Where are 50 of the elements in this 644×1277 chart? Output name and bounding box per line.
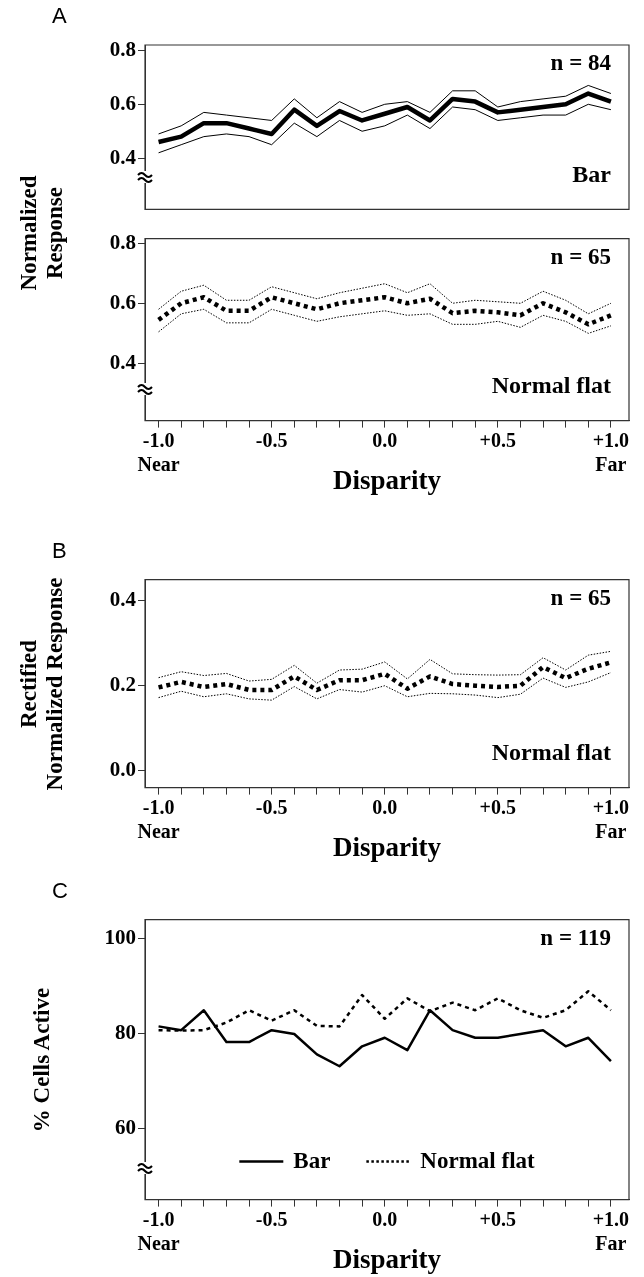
annotation: n = 65 — [550, 244, 611, 270]
line-series — [158, 283, 612, 315]
y-tick-label: 60 — [115, 1114, 136, 1139]
x-tick-label: +0.5 — [479, 1207, 517, 1230]
x-tick-label: +1.0 Far — [592, 1207, 630, 1254]
line-series — [156, 295, 614, 327]
y-axis-title: Normalized Response — [14, 174, 68, 293]
text: Normal flat — [491, 738, 612, 765]
text: C — [52, 877, 68, 903]
x-tick-label: -0.5 — [255, 795, 288, 818]
y-tick-label: 0.2 — [109, 672, 136, 697]
text: A — [52, 3, 67, 28]
x-tick-label: -0.5 — [255, 1207, 288, 1230]
y-axis-title: % Cells Active — [27, 986, 55, 1134]
x-tick-label: +1.0 Far — [592, 428, 630, 475]
line-series — [158, 308, 612, 334]
y-tick-label: 0.8 — [109, 229, 136, 254]
x-tick-label: +0.5 — [479, 428, 517, 451]
y-tick-label: 100 — [104, 925, 136, 949]
annotation: n = 119 — [540, 925, 611, 951]
x-tick-label: 0.0 — [372, 795, 398, 818]
x-tick-label: -0.5 — [255, 428, 288, 451]
x-tick-label: +1.0 Far — [592, 795, 630, 842]
y-tick-label: 0.4 — [109, 349, 137, 374]
x-tick-label: -1.0 Near — [137, 1207, 180, 1254]
text: Normal flat — [491, 371, 612, 398]
x-tick-label: 0.0 — [372, 428, 398, 451]
annotation: n = 84 — [550, 50, 612, 76]
legend-label: Normal flat — [420, 1147, 536, 1173]
x-tick-label: -1.0 Near — [137, 795, 180, 842]
line-series — [158, 672, 612, 701]
y-tick-label: 0.4 — [109, 144, 137, 169]
x-tick-label: +0.5 — [479, 795, 517, 818]
x-axis-title: Disparity — [333, 831, 442, 862]
x-axis-title: Disparity — [333, 464, 442, 495]
y-tick-label: 0.6 — [109, 289, 136, 314]
legend-label: Bar — [293, 1147, 331, 1173]
y-tick-label: 0.4 — [109, 587, 137, 612]
x-axis-title: Disparity — [333, 1243, 442, 1274]
text: B — [52, 537, 67, 563]
y-tick-label: 0.0 — [109, 757, 136, 782]
y-axis-title: Rectified Normalized Response — [15, 577, 67, 790]
text: Bar — [572, 160, 612, 187]
annotation: n = 65 — [550, 585, 611, 611]
line-series — [158, 650, 612, 684]
y-tick-label: 80 — [115, 1019, 136, 1044]
x-tick-label: -1.0 Near — [137, 428, 180, 475]
y-tick-label: 0.6 — [109, 90, 136, 115]
y-tick-label: 0.8 — [109, 36, 136, 61]
x-tick-label: 0.0 — [372, 1207, 398, 1230]
